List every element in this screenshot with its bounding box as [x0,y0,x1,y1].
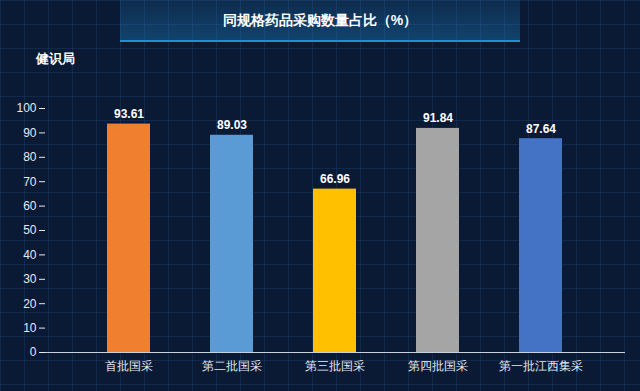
svg-text:第二批国采: 第二批国采 [202,359,262,373]
svg-text:20: 20 [23,297,37,311]
svg-text:80: 80 [23,150,37,164]
svg-text:首批国采: 首批国采 [105,359,153,373]
svg-text:60: 60 [23,199,37,213]
svg-text:100: 100 [16,101,36,115]
svg-text:30: 30 [23,272,37,286]
svg-text:93.61: 93.61 [114,107,144,121]
svg-text:91.84: 91.84 [423,111,453,125]
svg-text:10: 10 [23,321,37,335]
html-text:同规格药品采购数量占比（%）: 同规格药品采购数量占比（%） [222,12,418,28]
svg-text:87.64: 87.64 [526,121,556,135]
svg-text:90: 90 [23,126,37,140]
svg-text:第三批国采: 第三批国采 [305,359,365,373]
svg-text:66.96: 66.96 [320,172,350,186]
svg-text:89.03: 89.03 [217,118,247,132]
svg-text:70: 70 [23,175,37,189]
html-text:健识局: 健识局 [36,51,75,66]
svg-text:50: 50 [23,223,37,237]
svg-text:40: 40 [23,248,37,262]
svg-text:第一批江西集采: 第一批江西集采 [499,359,583,373]
svg-text:第四批国采: 第四批国采 [408,359,468,373]
svg-text:0: 0 [30,345,37,359]
